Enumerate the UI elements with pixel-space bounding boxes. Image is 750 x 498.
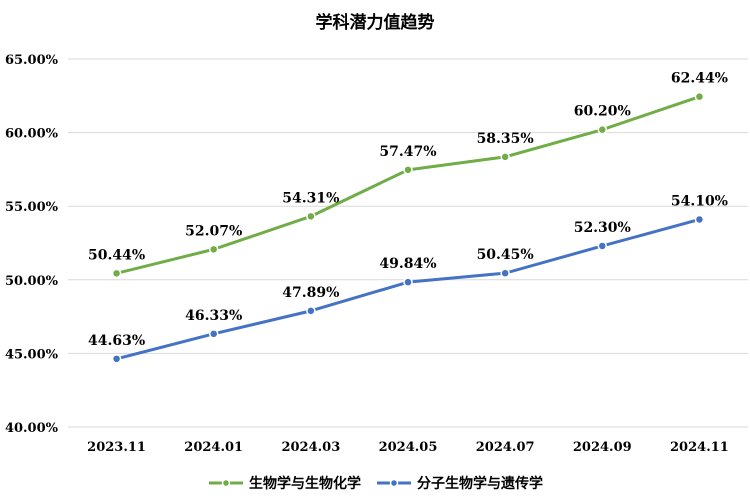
y-tick-label: 60.00% (5, 127, 59, 142)
data-point (403, 165, 413, 175)
legend: 生物学与生物化学 分子生物学与遗传学 (0, 473, 750, 493)
data-point (403, 277, 413, 287)
legend-item-series-1: 生物学与生物化学 (207, 473, 361, 493)
data-point (306, 211, 316, 222)
series-line-2 (116, 218, 700, 361)
x-tick-label: 2024.11 (670, 440, 729, 455)
data-point (597, 124, 608, 135)
data-label: 60.20% (574, 104, 631, 120)
x-tick-label: 2024.03 (281, 440, 340, 455)
y-tick-label: 55.00% (5, 200, 59, 215)
x-tick-label: 2024.09 (573, 440, 632, 455)
data-point (500, 152, 510, 162)
data-label: 57.47% (379, 144, 436, 160)
data-label: 49.84% (379, 256, 436, 272)
data-point (111, 268, 122, 279)
data-label: 44.63% (88, 333, 145, 349)
y-tick-label: 50.00% (5, 274, 59, 289)
data-point (694, 91, 705, 102)
data-point (597, 241, 608, 251)
data-label: 52.07% (185, 223, 242, 239)
chart-title: 学科潜力值趋势 (315, 13, 435, 33)
y-tick-label: 65.00% (5, 53, 59, 68)
data-label: 52.30% (574, 220, 631, 236)
legend-label-series-1: 生物学与生物化学 (249, 476, 361, 492)
x-tick-label: 2023.11 (87, 440, 146, 455)
data-label: 50.44% (88, 247, 145, 263)
data-point (306, 306, 316, 316)
legend-label-series-2: 分子生物学与遗传学 (417, 476, 543, 492)
legend-item-series-2: 分子生物学与遗传学 (375, 473, 543, 493)
data-point (111, 354, 122, 364)
data-point (694, 214, 705, 225)
x-tick-label: 2024.01 (184, 440, 243, 455)
data-label: 54.31% (282, 190, 339, 206)
data-point (208, 244, 219, 255)
legend-marker-series-1 (209, 478, 243, 488)
y-tick-label: 40.00% (5, 421, 59, 436)
data-label: 54.10% (671, 193, 728, 209)
data-point (208, 329, 219, 339)
data-label: 47.89% (282, 285, 339, 301)
legend-marker-series-2 (377, 478, 411, 488)
data-label: 58.35% (477, 131, 534, 147)
x-tick-label: 2024.07 (476, 440, 535, 455)
x-tick-label: 2024.05 (379, 440, 438, 455)
data-label: 50.45% (477, 247, 534, 263)
data-label: 62.44% (671, 71, 728, 87)
data-label: 46.33% (185, 308, 242, 324)
data-point (500, 268, 510, 278)
series-line-1 (116, 95, 700, 275)
y-tick-label: 45.00% (5, 347, 59, 362)
line-chart-plot: 40.00% 45.00% 50.00% 55.00% 60.00% 65.00% 2023… (5, 53, 748, 455)
